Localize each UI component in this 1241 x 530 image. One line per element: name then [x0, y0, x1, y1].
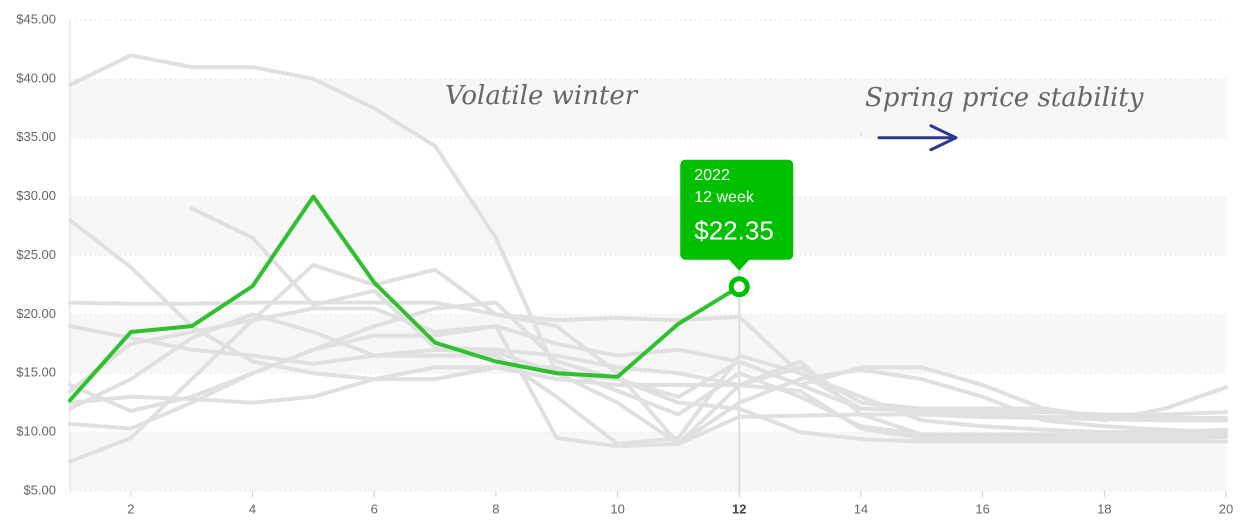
band [70, 196, 1226, 256]
tooltip-value: $22.35 [694, 216, 774, 246]
x-tick-label: 20 [1219, 501, 1233, 516]
line [68, 300, 1228, 444]
highlight-line [68, 194, 742, 403]
tooltip-series: 2022 [694, 167, 730, 184]
x-tick-label: 4 [249, 501, 256, 516]
x-tick-label: 18 [1097, 501, 1111, 516]
y-tick-label: $20.00 [16, 306, 56, 321]
x-tick-label: 12 [732, 501, 746, 516]
arrow [877, 124, 958, 152]
x-tick-label: 6 [371, 501, 378, 516]
y-tick-label: $15.00 [16, 365, 56, 380]
y-tick-label: $40.00 [16, 70, 56, 85]
x-tick-label: 2 [127, 501, 134, 516]
y-tick-label: $35.00 [16, 129, 56, 144]
x-tick-label: 16 [975, 501, 989, 516]
x-tick-label: 10 [610, 501, 624, 516]
tooltip-pointer [728, 258, 751, 271]
band [70, 78, 1226, 138]
tooltip-box [680, 159, 794, 260]
line [68, 262, 1228, 464]
annotation: Volatile winter [445, 81, 639, 111]
y-tick-label: $25.00 [16, 247, 56, 262]
x-tick-label: 8 [492, 501, 499, 516]
y-tick-label: $5.00 [23, 482, 56, 497]
line [68, 218, 1228, 437]
y-tick-label: $10.00 [16, 424, 56, 439]
point-marker [728, 276, 750, 298]
line [68, 324, 1228, 417]
x-tick-label: 14 [854, 501, 868, 516]
y-tick-label: $45.00 [16, 11, 56, 26]
annotation: Spring price stability [865, 83, 1144, 113]
y-tick-label: $30.00 [16, 188, 56, 203]
tooltip-label: 12 week [694, 189, 755, 206]
